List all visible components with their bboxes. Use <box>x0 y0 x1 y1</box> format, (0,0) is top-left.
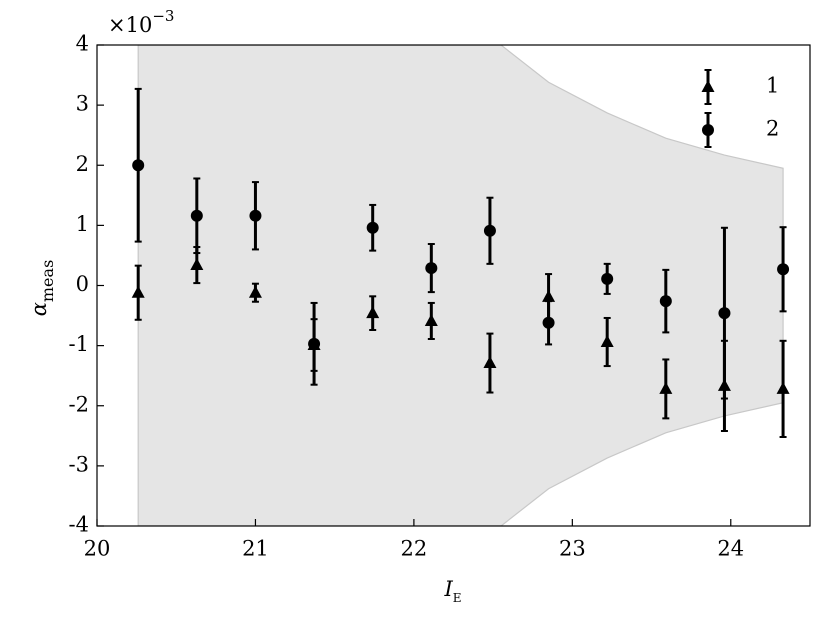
marker-circle <box>483 224 496 237</box>
y-tick-label: -2 <box>69 392 89 416</box>
legend-label: 2 <box>766 117 779 141</box>
x-axis-label: IE <box>443 577 461 605</box>
marker-circle <box>601 272 614 285</box>
band-layer <box>137 45 784 526</box>
y-tick-label: -4 <box>69 513 89 537</box>
marker-triangle <box>659 381 673 394</box>
marker-triangle <box>542 289 556 302</box>
y-tick-label: 1 <box>76 212 89 236</box>
marker-triangle <box>190 258 204 271</box>
x-tick-label: 23 <box>559 537 586 561</box>
marker-circle <box>425 262 438 275</box>
marker-triangle <box>701 80 715 92</box>
marker-triangle <box>131 285 145 298</box>
marker-triangle <box>366 306 380 319</box>
y-axis-label: αmeas <box>27 260 57 317</box>
x-tick-label: 22 <box>401 537 428 561</box>
marker-circle <box>308 337 321 350</box>
marker-circle <box>702 124 714 136</box>
marker-triangle <box>776 381 790 394</box>
x-tick-label: 21 <box>242 537 269 561</box>
y-tick-label: 4 <box>76 32 89 56</box>
marker-circle <box>132 159 145 172</box>
marker-triangle <box>600 335 614 348</box>
marker-circle <box>249 209 262 222</box>
marker-triangle <box>248 285 262 298</box>
marker-circle <box>190 209 203 222</box>
marker-circle <box>659 295 672 308</box>
legend-label: 1 <box>766 74 779 98</box>
y-tick-label: 0 <box>76 272 89 296</box>
y-tick-label: -3 <box>69 452 89 476</box>
y-tick-label: -1 <box>69 332 89 356</box>
marker-circle <box>777 263 790 276</box>
marker-circle <box>542 316 555 329</box>
band <box>137 45 784 526</box>
x-tick-label: 24 <box>717 537 744 561</box>
marker-circle <box>366 221 379 234</box>
y-tick-label: 2 <box>76 152 89 176</box>
marker-triangle <box>483 356 497 369</box>
marker-circle <box>718 307 731 320</box>
x-tick-label: 20 <box>84 537 111 561</box>
marker-triangle <box>424 313 438 326</box>
offset-text: ×10−3 <box>108 7 174 37</box>
y-tick-label: 3 <box>76 92 89 116</box>
